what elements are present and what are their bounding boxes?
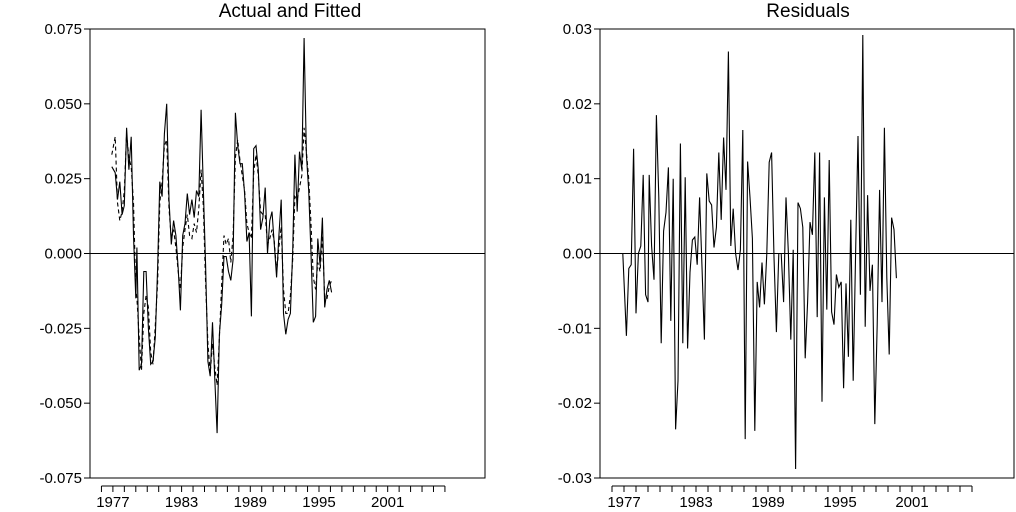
residuals-y-tick-label: -0.03 [558, 470, 592, 487]
residuals-y-tick-label: 0.00 [563, 246, 592, 263]
residuals-y-tick-label: 0.03 [563, 21, 592, 38]
actual-fitted-x-tick-label: 1977 [96, 494, 129, 511]
residuals-solid-series-line [622, 34, 897, 470]
actual-fitted-y-tick-label: 0.000 [44, 246, 82, 263]
actual-fitted-y-tick-label: 0.025 [44, 171, 82, 188]
actual-fitted-title: Actual and Fitted [219, 1, 362, 22]
actual-fitted-x-tick-label: 1989 [234, 494, 267, 511]
actual-fitted-y-tick-label: 0.075 [44, 21, 82, 38]
actual-fitted-x-tick-label: 2001 [371, 494, 404, 511]
actual-fitted-solid-series-line [111, 37, 333, 434]
actual-fitted-y-tick-label: -0.075 [39, 470, 82, 487]
residuals-plot-layer: 0.03 0.02 0.01 0.00 -0.01 -0.02 -0.03 1977 1983 1… [558, 21, 1014, 511]
residuals-x-tick-label: 1989 [751, 494, 784, 511]
residuals-x-tick-label: 1995 [823, 494, 856, 511]
actual-fitted-y-tick-label: -0.050 [39, 395, 82, 412]
residuals-y-tick-label: 0.02 [563, 96, 592, 113]
actual-fitted-plot-layer: 0.075 0.050 0.025 0.000 -0.025 -0.050 -0.075 19… [39, 21, 485, 511]
residuals-y-tick-label: -0.01 [558, 320, 592, 337]
actual-fitted-dashed-series-line [111, 127, 333, 386]
actual-fitted-x-tick-label: 1983 [165, 494, 198, 511]
residuals-y-tick-label: 0.01 [563, 171, 592, 188]
residuals-x-tick-label: 2001 [895, 494, 928, 511]
residuals-y-tick-label: -0.02 [558, 395, 592, 412]
residuals-x-tick-label: 1977 [607, 494, 640, 511]
residuals-x-tick-label: 1983 [679, 494, 712, 511]
actual-fitted-y-tick-label: 0.050 [44, 96, 82, 113]
residuals-title: Residuals [766, 1, 849, 22]
actual-fitted-x-tick-label: 1995 [302, 494, 335, 511]
residuals-panel: Residuals 0.03 0.02 0.01 0.00 -0.01 -0.02 -0.0… [558, 1, 1015, 511]
actual-fitted-panel: Actual and Fitted 0.075 0.050 0.025 0.000 -0… [39, 1, 486, 511]
actual-fitted-y-tick-label: -0.025 [39, 320, 82, 337]
